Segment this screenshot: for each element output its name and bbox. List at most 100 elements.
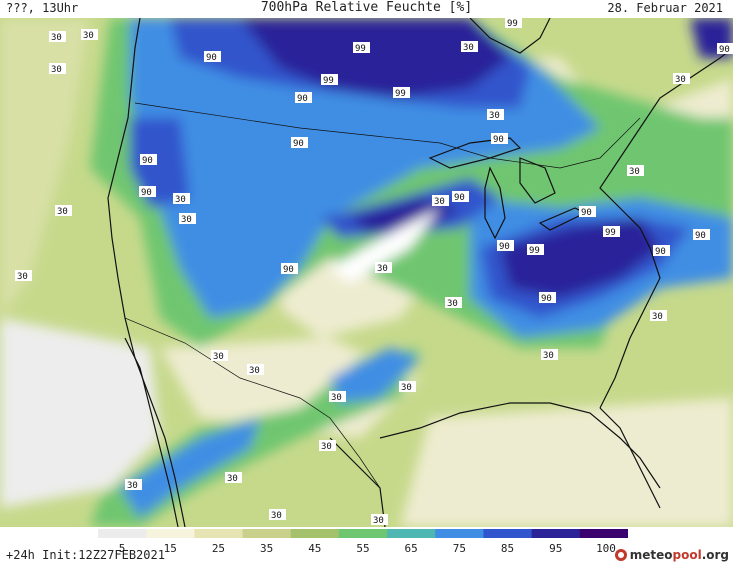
contour-label: 90 [295, 92, 312, 104]
contour-label-text: 90 [206, 53, 217, 63]
color-scale-swatch [146, 529, 195, 538]
contour-label: 90 [452, 191, 469, 203]
contour-label: 90 [693, 229, 710, 241]
contour-label-text: 30 [463, 43, 474, 53]
borders [124, 102, 641, 489]
contour-label-text: 30 [127, 481, 138, 491]
color-scale-tick-label: 55 [356, 542, 369, 555]
contour-label-text: 99 [355, 44, 366, 54]
color-scale-tick-label: 100 [596, 542, 616, 555]
color-scale-swatch [435, 529, 484, 538]
color-scale-tick-label: 45 [308, 542, 321, 555]
coastline-baja [124, 337, 179, 527]
contour-label-background [445, 297, 462, 308]
contour-label-text: 30 [447, 299, 458, 309]
contour-label-text: 99 [507, 19, 518, 29]
contour-label-background [247, 364, 264, 375]
contour-label-background [432, 195, 449, 206]
contour-label-text: 90 [499, 242, 510, 252]
contour-label-text: 30 [249, 366, 260, 376]
forecast-date: 28. Februar 2021 [607, 1, 723, 15]
contour-label: 90 [579, 206, 596, 218]
color-scale-swatch [531, 529, 581, 538]
contour-label-text: 30 [373, 516, 384, 526]
contour-label: 30 [461, 41, 478, 53]
contour-label-text: 90 [454, 193, 465, 203]
contour-label-background [579, 206, 596, 217]
color-scale-swatch [290, 529, 340, 538]
meteopool-logo-icon [614, 549, 627, 561]
contour-label: 90 [653, 245, 670, 257]
contour-label-background [269, 509, 286, 520]
contour-label-text: 30 [401, 383, 412, 393]
contour-label-text: 30 [629, 167, 640, 177]
contour-label-text: 90 [141, 188, 152, 198]
field-dry-gulf [400, 398, 733, 527]
contour-label: 30 [445, 297, 462, 309]
footer-bar: 5 15 25 35 45 55 65 75 85 95 100 +24h Init:12Z27FE… [0, 527, 733, 566]
header-bar: ???, 13Uhr 700hPa Relative Feuchte [%] 2… [0, 0, 733, 18]
contour-label: 30 [319, 440, 336, 452]
field-dry-west [0, 18, 90, 318]
contour-label-background [527, 244, 544, 255]
contour-label: 30 [432, 195, 449, 207]
color-scale-swatch [242, 529, 292, 538]
contour-label-background [225, 472, 242, 483]
contour-label-text: 90 [142, 156, 153, 166]
contour-label-background [321, 74, 338, 85]
contour-label-background [55, 205, 72, 216]
contour-label-text: 30 [213, 352, 224, 362]
contour-label-text: 30 [83, 31, 94, 41]
contour-label: 30 [247, 364, 264, 376]
contour-label-background [541, 349, 558, 360]
contour-label-background [140, 154, 157, 165]
contour-label-background [49, 31, 66, 42]
color-scale-tick-label: 5 [119, 542, 126, 555]
coastline-florida [599, 407, 661, 509]
color-scale-tick-label: 75 [453, 542, 466, 555]
color-scale-swatch [338, 529, 388, 538]
contour-label-background [329, 391, 346, 402]
contour-label-text: 90 [655, 247, 666, 257]
brand-suffix: .org [701, 548, 729, 562]
contour-label-background [375, 262, 392, 273]
field-saturated-east [500, 218, 660, 298]
color-scale-swatch [387, 529, 436, 538]
contour-label-background [452, 191, 469, 202]
contour-label: 90 [717, 43, 733, 55]
brand-logo: meteo pool .org [614, 548, 729, 562]
contour-label-text: 90 [541, 294, 552, 304]
contour-label: 30 [541, 349, 558, 361]
contour-label-text: 30 [489, 111, 500, 121]
field-saturated-lakes [350, 198, 460, 233]
contour-label-background [603, 226, 620, 237]
contour-label-background [717, 43, 733, 54]
contour-label: 30 [179, 213, 196, 225]
color-scale-swatch [98, 529, 147, 538]
coastlines [107, 18, 733, 527]
contour-label-background [295, 92, 312, 103]
contour-label-text: 30 [181, 215, 192, 225]
contour-label: 99 [353, 42, 370, 54]
contour-label: 30 [125, 479, 142, 491]
field-wet-texas [330, 348, 420, 403]
color-scale-tick-label: 95 [549, 542, 562, 555]
contour-label-text: 90 [719, 45, 730, 55]
humidity-map: 30 30 30 90 99 99 99 90 30 99 90 30 30 90 90 90 90 30 30 30… [0, 18, 733, 527]
color-scale-tick-label: 15 [164, 542, 177, 555]
contour-label: 30 [269, 509, 286, 521]
contour-label-text: 30 [51, 33, 62, 43]
contour-label: 90 [140, 154, 157, 166]
contour-label-background [353, 42, 370, 53]
contour-label-background [204, 51, 221, 62]
contour-label: 99 [527, 244, 544, 256]
contour-label-text: 30 [321, 442, 332, 452]
contour-label: 30 [375, 262, 392, 274]
coastline-west [107, 18, 186, 527]
border-us-mexico [124, 317, 381, 489]
contour-label-background [281, 263, 298, 274]
contour-label-text: 90 [283, 265, 294, 275]
contour-label-background [461, 41, 478, 52]
brand-accent: pool [672, 548, 702, 562]
contour-label-background [650, 310, 667, 321]
